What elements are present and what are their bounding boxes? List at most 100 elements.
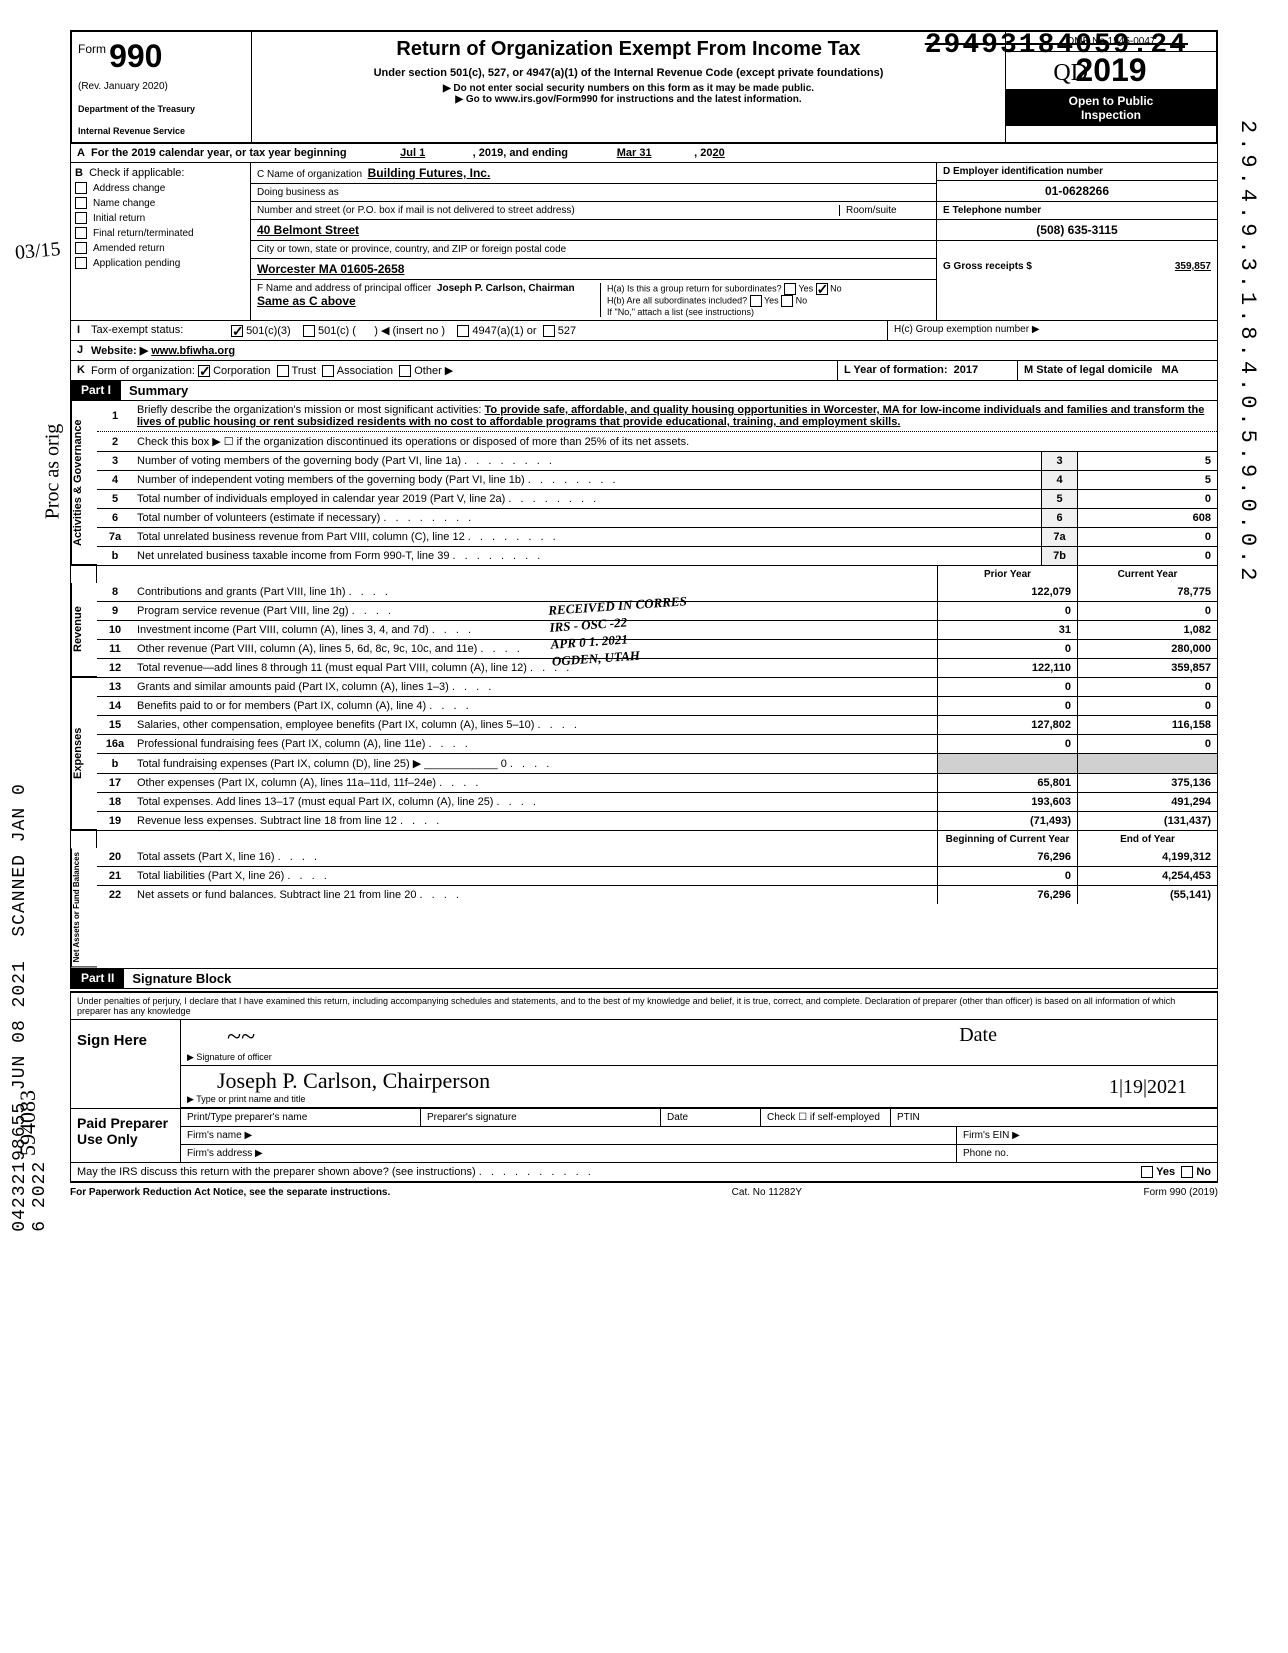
curr-b	[1077, 754, 1217, 773]
sign-here-label: Sign Here	[71, 1020, 181, 1108]
gov-val-6: 608	[1077, 509, 1217, 527]
curr-20: 4,199,312	[1077, 848, 1217, 866]
hand-date: 03/15	[14, 238, 61, 265]
cb-ha-yes[interactable]	[784, 283, 796, 295]
footer: For Paperwork Reduction Act Notice, see …	[70, 1182, 1218, 1202]
prior-18: 193,603	[937, 793, 1077, 811]
goto-url: ▶ Go to www.irs.gov/Form990 for instruct…	[258, 94, 999, 105]
phone: (508) 635-3115	[937, 220, 1217, 241]
cb-527[interactable]	[543, 325, 555, 337]
sign-date: 1|19|2021	[1109, 1076, 1187, 1099]
prior-17: 65,801	[937, 774, 1077, 792]
cb-501c[interactable]	[303, 325, 315, 337]
form-number: 990	[109, 38, 162, 74]
form-subtitle: Under section 501(c), 527, or 4947(a)(1)…	[258, 67, 999, 79]
officer-addr: Same as C above	[257, 294, 356, 308]
prior-9: 0	[937, 602, 1077, 620]
cb-ha-no[interactable]	[816, 283, 828, 295]
cb-corp[interactable]	[198, 365, 210, 377]
prior-12: 122,110	[937, 659, 1077, 677]
curr-14: 0	[1077, 697, 1217, 715]
curr-9: 0	[1077, 602, 1217, 620]
gross-receipts: 359,857	[1175, 261, 1211, 272]
cb-app-pending[interactable]	[75, 257, 87, 269]
cb-other[interactable]	[399, 365, 411, 377]
gov-val-5: 0	[1077, 490, 1217, 508]
cb-501c3[interactable]	[231, 325, 243, 337]
curr-12: 359,857	[1077, 659, 1217, 677]
prior-20: 76,296	[937, 848, 1077, 866]
row-k: K Form of organization: Corporation Trus…	[70, 361, 1218, 381]
cb-discuss-yes[interactable]	[1141, 1166, 1153, 1178]
dept2: Internal Revenue Service	[78, 126, 245, 136]
gov-val-b: 0	[1077, 547, 1217, 565]
col-current-year: Current Year	[1077, 566, 1217, 583]
tab-netassets: Net Assets or Fund Balances	[71, 848, 97, 967]
form-label: Form	[78, 42, 106, 56]
cb-initial-return[interactable]	[75, 212, 87, 224]
check-if-applicable: Check if applicable:	[89, 167, 184, 179]
website: www.bfiwha.org	[151, 345, 235, 357]
row-i: I Tax-exempt status: 501(c)(3) 501(c) ( …	[70, 321, 1218, 341]
hand-proc: Proc as orig	[41, 424, 64, 520]
cb-name-change[interactable]	[75, 197, 87, 209]
curr-8: 78,775	[1077, 583, 1217, 601]
warn-ssn: ▶ Do not enter social security numbers o…	[258, 83, 999, 94]
curr-22: (55,141)	[1077, 886, 1217, 904]
part2-header: Part II Signature Block	[70, 969, 1218, 989]
tax-end-year: 20	[713, 147, 725, 159]
scanned-stamp: 04232198655 JUN 08 2021 SCANNED JAN 0 6 …	[10, 760, 50, 1232]
prior-15: 127,802	[937, 716, 1077, 734]
cb-hb-no[interactable]	[781, 295, 793, 307]
col-prior-year: Prior Year	[937, 566, 1077, 583]
curr-11: 280,000	[1077, 640, 1217, 658]
tab-expenses: Expenses	[71, 678, 97, 830]
room-suite-lbl: Room/suite	[840, 205, 930, 216]
signer-name: Joseph P. Carlson, Chairperson	[187, 1068, 1211, 1094]
form-title: Return of Organization Exempt From Incom…	[258, 38, 999, 61]
prior-8: 122,079	[937, 583, 1077, 601]
row-j: J Website: ▶ www.bfiwha.org	[70, 341, 1218, 361]
block-bcde: B Check if applicable: Address change Na…	[70, 163, 1218, 321]
cb-final-return[interactable]	[75, 227, 87, 239]
dept1: Department of the Treasury	[78, 104, 245, 114]
part1-header: Part I Summary	[70, 381, 1218, 401]
cb-trust[interactable]	[277, 365, 289, 377]
cb-amended[interactable]	[75, 242, 87, 254]
curr-19: (131,437)	[1077, 812, 1217, 830]
prior-14: 0	[937, 697, 1077, 715]
officer-name: Joseph P. Carlson, Chairman	[437, 283, 575, 294]
preparer-block: Paid Preparer Use Only Print/Type prepar…	[70, 1109, 1218, 1163]
row-a: A For the 2019 calendar year, or tax yea…	[70, 144, 1218, 163]
curr-15: 116,158	[1077, 716, 1217, 734]
prior-16a: 0	[937, 735, 1077, 753]
ein: 01-0628266	[937, 181, 1217, 202]
cb-address-change[interactable]	[75, 182, 87, 194]
cb-discuss-no[interactable]	[1181, 1166, 1193, 1178]
hand-qd: QD	[1053, 60, 1088, 87]
prior-13: 0	[937, 678, 1077, 696]
prior-21: 0	[937, 867, 1077, 885]
tax-end: Mar 31	[574, 147, 694, 159]
state-domicile: MA	[1162, 364, 1179, 376]
tab-revenue: Revenue	[71, 583, 97, 677]
hand-number: 594083	[15, 1090, 41, 1156]
col-begin-year: Beginning of Current Year	[937, 831, 1077, 848]
org-name: Building Futures, Inc.	[368, 166, 491, 180]
prior-19: (71,493)	[937, 812, 1077, 830]
curr-13: 0	[1077, 678, 1217, 696]
cb-4947[interactable]	[457, 325, 469, 337]
curr-21: 4,254,453	[1077, 867, 1217, 885]
tab-governance: Activities & Governance	[71, 401, 97, 565]
col-end-year: End of Year	[1077, 831, 1217, 848]
cb-assoc[interactable]	[322, 365, 334, 377]
received-stamp: RECEIVED IN CORRES IRS - OSC -22 APR 0 1…	[548, 593, 691, 670]
curr-17: 375,136	[1077, 774, 1217, 792]
cb-hb-yes[interactable]	[750, 295, 762, 307]
discuss-row: May the IRS discuss this return with the…	[70, 1163, 1218, 1182]
curr-16a: 0	[1077, 735, 1217, 753]
city-zip: Worcester MA 01605-2658	[257, 262, 404, 276]
tax-begin: Jul 1	[353, 147, 473, 159]
prior-b	[937, 754, 1077, 773]
street-address: 40 Belmont Street	[257, 223, 359, 237]
